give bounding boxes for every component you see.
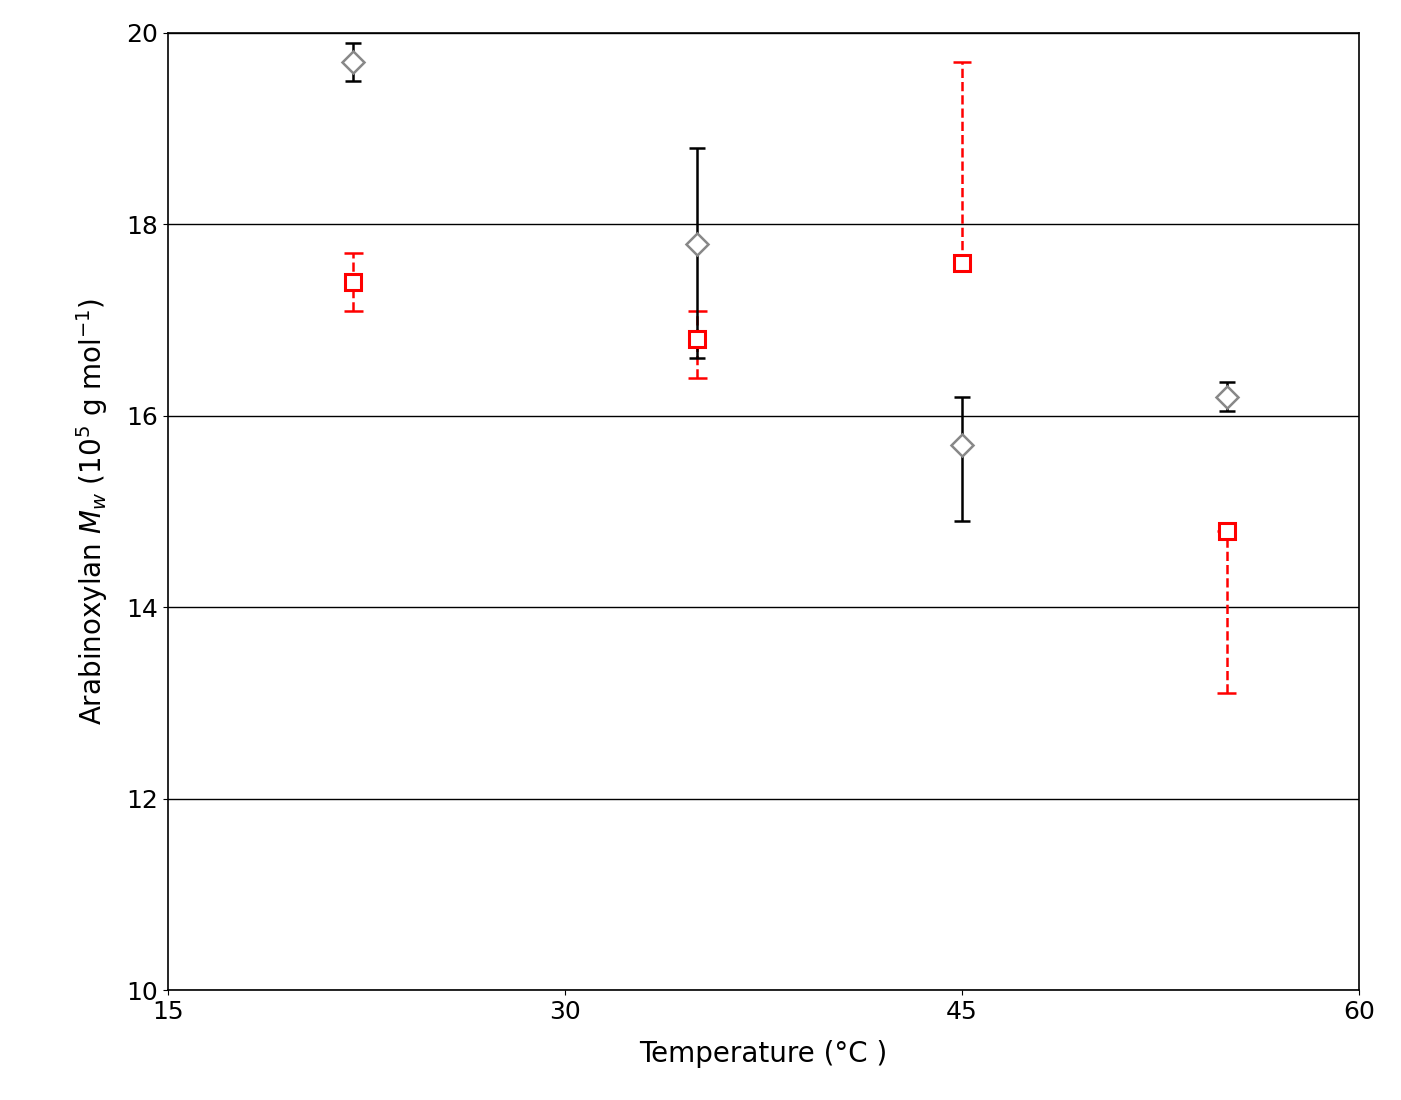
X-axis label: Temperature (°C ): Temperature (°C ) [639,1041,888,1068]
Y-axis label: Arabinoxylan $\mathit{M_w}$ (10$^5$ g mol$^{-1}$): Arabinoxylan $\mathit{M_w}$ (10$^5$ g mo… [74,298,109,725]
